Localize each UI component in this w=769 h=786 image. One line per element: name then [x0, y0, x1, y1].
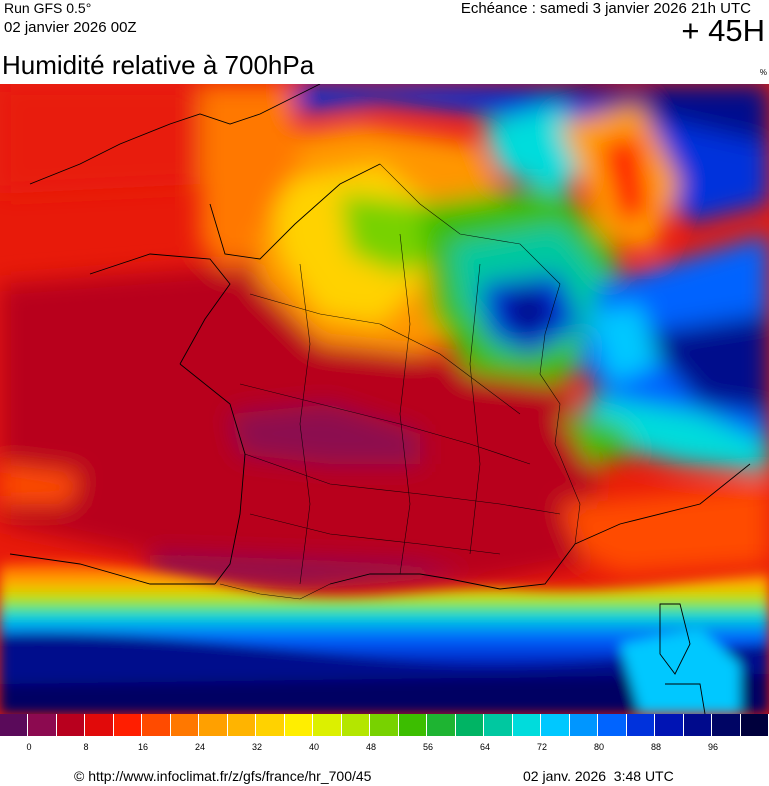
corsica [659, 603, 691, 675]
scale-swatch [455, 714, 485, 736]
sardinia-lightblue [620, 629, 740, 714]
east-cyan [590, 304, 660, 384]
brittany-coast [89, 253, 231, 365]
south-deep-navy [0, 674, 769, 714]
italy-coast [574, 463, 751, 545]
alps-green [560, 414, 640, 464]
scale-swatch [28, 714, 57, 736]
atlantic-coast [179, 363, 246, 585]
uk-coast [29, 84, 321, 185]
scale-tick-label: 0 [26, 742, 32, 752]
scale-tick-label: 80 [593, 742, 605, 752]
scale-swatch [541, 714, 570, 736]
scale-tick-label: 40 [308, 742, 320, 752]
alps-cyan [580, 394, 769, 474]
run-date: 02 janvier 2026 00Z [4, 19, 137, 36]
scale-swatch [598, 714, 627, 736]
scale-swatch [569, 714, 599, 736]
unit-label: % [759, 68, 767, 77]
north-red-tongue [600, 134, 650, 224]
scale-swatch [142, 714, 171, 736]
scale-swatch [712, 714, 741, 736]
color-scale-bar [0, 714, 769, 736]
valid-time: Echéance : samedi 3 janvier 2026 21h UTC [460, 0, 751, 17]
scale-swatch [256, 714, 285, 736]
north-navy [420, 84, 769, 144]
scale-tick-label: 48 [365, 742, 377, 752]
scale-swatch [284, 714, 314, 736]
map-title: Humidité relative à 700hPa [2, 50, 315, 80]
source-url[interactable]: © http://www.infoclimat.fr/z/gfs/france/… [74, 768, 372, 784]
purple-patch [230, 404, 420, 464]
scale-swatch [740, 714, 769, 736]
run-label: Run GFS 0.5° [4, 0, 92, 16]
scale-swatch [85, 714, 114, 736]
scale-swatch [398, 714, 428, 736]
channel-coast [209, 163, 381, 260]
generated-time: 02 janv. 2026 3:48 UTC [523, 768, 674, 784]
ne-navy [500, 289, 555, 339]
scale-swatch [113, 714, 143, 736]
scale-swatch [370, 714, 399, 736]
scale-tick-label: 72 [536, 742, 548, 752]
scale-tick-label: 8 [83, 742, 89, 752]
scale-swatch [0, 714, 29, 736]
humidity-fields [0, 84, 769, 589]
scale-swatch [512, 714, 542, 736]
scale-swatch [56, 714, 86, 736]
sardinia [665, 683, 706, 714]
uk-red [0, 84, 200, 194]
scale-swatch [341, 714, 371, 736]
scale-tick-label: 16 [137, 742, 149, 752]
med-coast [329, 543, 576, 590]
borders [219, 163, 581, 600]
coastlines [9, 84, 751, 714]
west-red-patch [0, 464, 80, 504]
scale-tick-label: 24 [194, 742, 206, 752]
green-zone-paris [340, 194, 440, 274]
scale-tick-label: 64 [479, 742, 491, 752]
south-band [0, 561, 769, 714]
channel-orange [200, 84, 300, 274]
scale-swatch [683, 714, 713, 736]
scale-swatch [313, 714, 342, 736]
humidity-map [0, 84, 769, 714]
scale-swatch [170, 714, 200, 736]
scale-tick-label: 96 [707, 742, 719, 752]
scale-swatch [484, 714, 513, 736]
east-navy [640, 314, 769, 414]
scale-swatch [427, 714, 456, 736]
scale-swatch [227, 714, 257, 736]
scale-tick-label: 56 [422, 742, 434, 752]
scale-tick-label: 32 [251, 742, 263, 752]
scale-swatch [626, 714, 656, 736]
scale-swatch [655, 714, 684, 736]
spain-coast [9, 553, 215, 585]
lead-time: + 45H [681, 13, 765, 48]
italy-orange [560, 484, 769, 574]
scale-tick-label: 88 [650, 742, 662, 752]
scale-swatch [199, 714, 228, 736]
